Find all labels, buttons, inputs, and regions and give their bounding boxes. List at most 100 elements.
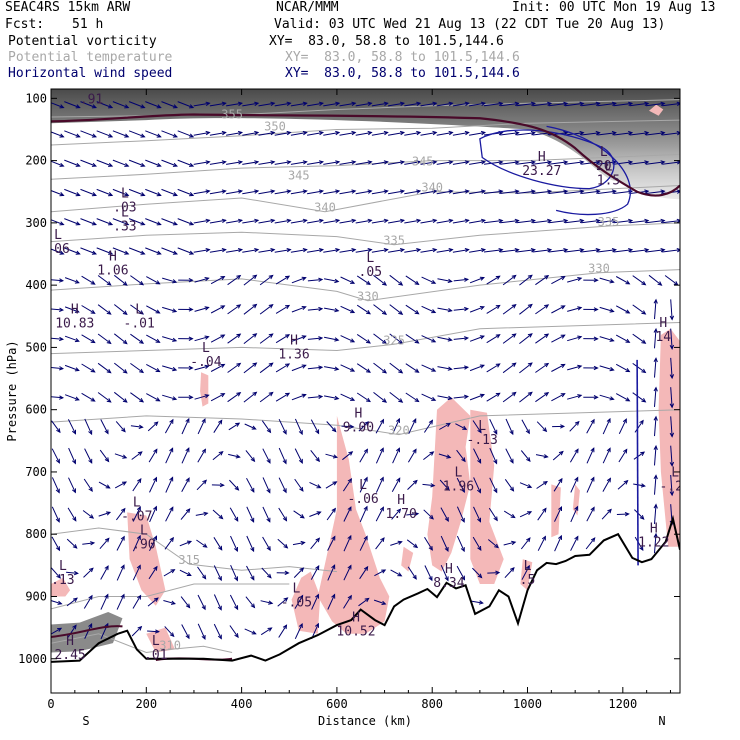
theta-contour-labels: 310 315 320 325 330 330 335 335 340 340 345 345 350 3… <box>159 107 619 652</box>
wind-vector <box>226 101 244 107</box>
wind-vector <box>629 160 650 165</box>
pv-shading-patch <box>317 415 390 634</box>
wind-vector <box>564 189 585 194</box>
wind-vector <box>581 189 601 194</box>
wind-vector <box>51 567 61 579</box>
pv-extremum-type: H <box>397 493 405 508</box>
wind-vector <box>389 304 404 316</box>
wind-vector <box>389 274 404 286</box>
theta-contour-label: 340 <box>314 201 336 215</box>
wind-vector <box>262 448 271 464</box>
wind-vector <box>653 474 658 495</box>
wind-vector <box>536 421 548 433</box>
wind-vector <box>84 418 93 436</box>
wind-vector <box>179 569 192 576</box>
wind-vector <box>294 622 303 640</box>
wind-vector <box>161 218 178 226</box>
wind-vector <box>68 447 76 465</box>
pv-extremum-type: L <box>54 228 62 243</box>
wind-vector <box>648 274 663 286</box>
pv-shading-patch <box>470 409 504 584</box>
pv-extremum-type: L <box>478 419 486 434</box>
pv-extremum-value: 8.34 <box>433 576 464 591</box>
wind-vector <box>181 477 190 493</box>
wind-vector <box>521 564 530 580</box>
pv-extremum-value: .01 <box>144 648 167 663</box>
wind-vector <box>552 424 566 429</box>
wind-vector <box>262 506 271 523</box>
pv-shading-patch <box>51 577 71 597</box>
wind-vector <box>64 218 81 226</box>
wind-vector <box>275 392 291 402</box>
wind-vector <box>616 512 630 517</box>
wind-vector <box>373 304 388 316</box>
wind-vector <box>81 392 96 402</box>
wind-vector <box>420 101 438 107</box>
wind-vector <box>294 448 303 464</box>
pv-extremum-value: 10.52 <box>336 625 375 640</box>
wind-vector <box>597 130 617 136</box>
wind-vector <box>209 189 227 195</box>
field-name-wind: Horizontal wind speed <box>8 66 173 81</box>
pv-extremum: H8.34 <box>433 562 464 591</box>
wind-vector <box>504 567 515 579</box>
wind-vector <box>66 570 79 576</box>
jet-contour-inner <box>479 129 615 190</box>
wind-vector <box>165 506 174 522</box>
wind-vector <box>145 247 162 255</box>
theta-contour-label: 320 <box>388 424 410 438</box>
wind-vector <box>260 627 273 636</box>
wind-vector <box>404 130 422 136</box>
wind-vector <box>100 419 109 435</box>
pv-extremum-value: 20 <box>596 159 612 174</box>
wind-vector <box>290 189 308 195</box>
wind-vector <box>618 448 628 463</box>
wind-vector <box>259 391 274 403</box>
wind-vector <box>194 364 210 371</box>
wind-vector <box>290 218 308 224</box>
wind-vector <box>339 101 357 107</box>
wind-vector <box>421 335 437 343</box>
wind-vector <box>355 130 373 136</box>
wind-vector <box>323 101 341 107</box>
wind-vector <box>210 363 226 372</box>
wind-vector <box>469 393 485 401</box>
pv-extremum-type: H <box>659 316 667 331</box>
wind-vector <box>309 511 322 517</box>
wind-vector <box>564 101 585 107</box>
wind-vector <box>226 248 244 253</box>
wind-vector <box>82 510 95 519</box>
wind-vector <box>132 594 142 609</box>
wind-vector <box>503 510 516 519</box>
wind-vector <box>64 394 80 401</box>
wind-vector <box>602 417 611 435</box>
wind-vector <box>375 537 385 550</box>
wind-vector <box>392 417 400 435</box>
wind-vector <box>548 248 569 253</box>
wind-vector <box>164 536 174 550</box>
wind-vector <box>327 564 336 581</box>
wind-vector <box>161 247 178 255</box>
wind-vector <box>404 248 422 253</box>
wind-vector <box>551 276 566 285</box>
pv-extremum-value: 1.96 <box>443 480 474 495</box>
wind-vector <box>145 101 162 109</box>
wind-vector <box>500 248 520 253</box>
wind-vector <box>51 219 65 226</box>
wind-vector <box>613 101 634 107</box>
wind-vector <box>390 540 403 546</box>
wind-vector <box>469 160 487 165</box>
wind-vector <box>307 365 324 370</box>
negative-pv-shading <box>51 104 680 653</box>
wind-vector <box>359 448 368 463</box>
wind-vector <box>629 101 650 107</box>
init-time: Init: 00 UTC Mon 19 Aug 13 <box>512 0 716 15</box>
wind-vector <box>307 306 324 312</box>
theta-contour-label: 335 <box>598 215 620 229</box>
pv-extrema-labels: L.91L.03L.33L.06H1.06H10.83L-.01H1.36L-.… <box>51 89 680 663</box>
wind-vector <box>373 599 387 605</box>
pv-extremum-value: .33 <box>113 219 136 234</box>
wind-vector <box>324 336 340 342</box>
wind-vector <box>355 160 373 165</box>
wind-vector <box>242 101 260 107</box>
